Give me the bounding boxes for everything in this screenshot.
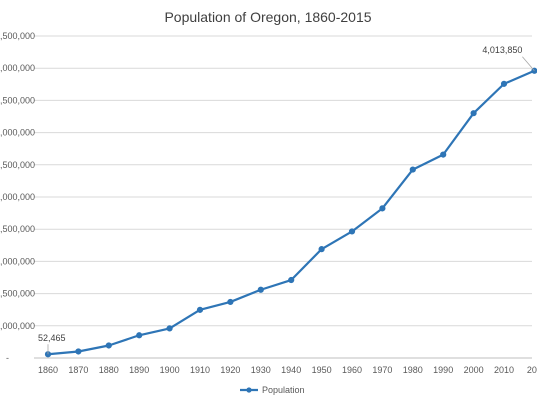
data-point bbox=[440, 151, 447, 158]
y-tick-label: ,000,000 bbox=[0, 128, 35, 138]
data-label: 52,465 bbox=[38, 333, 66, 343]
x-tick-label: 1880 bbox=[99, 365, 119, 375]
series-population bbox=[44, 67, 537, 358]
x-tick-label: 1940 bbox=[281, 365, 301, 375]
data-point bbox=[136, 332, 143, 339]
y-tick-label: ,000,000 bbox=[0, 192, 35, 202]
x-tick-label: 1860 bbox=[38, 365, 58, 375]
legend: Population bbox=[240, 385, 305, 395]
y-tick-label: ,500,000 bbox=[0, 95, 35, 105]
y-tick-label: ,500,000 bbox=[0, 160, 35, 170]
data-point bbox=[409, 166, 416, 173]
x-tick-label: 1970 bbox=[372, 365, 392, 375]
x-tick-label: 201 bbox=[527, 365, 537, 375]
data-point bbox=[348, 228, 356, 235]
x-tick-label: 1960 bbox=[342, 365, 362, 375]
data-point bbox=[288, 276, 295, 284]
callout-leader bbox=[522, 56, 535, 72]
data-labels: 52,465 4,013,850 bbox=[38, 45, 535, 355]
data-point bbox=[166, 325, 173, 332]
y-tick-label: ,500,000 bbox=[0, 31, 35, 41]
data-point bbox=[196, 306, 204, 313]
data-point bbox=[105, 342, 112, 349]
legend-swatch-marker bbox=[246, 387, 252, 393]
legend-label: Population bbox=[262, 385, 305, 395]
data-point bbox=[379, 205, 386, 212]
y-tick-label: ,500,000 bbox=[0, 289, 35, 299]
data-label: 4,013,850 bbox=[482, 45, 522, 55]
gridlines bbox=[34, 35, 532, 359]
data-point bbox=[75, 348, 82, 355]
y-tick-label: ,500,000 bbox=[0, 224, 35, 234]
y-tick-label: - bbox=[6, 353, 9, 363]
x-tick-label: 1900 bbox=[160, 365, 180, 375]
chart-title: Population of Oregon, 1860-2015 bbox=[164, 9, 371, 25]
y-tick-label: ,000,000 bbox=[0, 321, 35, 331]
x-tick-label: 1980 bbox=[403, 365, 423, 375]
x-tick-label: 1870 bbox=[68, 365, 88, 375]
x-tick-label: 1990 bbox=[433, 365, 453, 375]
x-tick-label: 1920 bbox=[220, 365, 240, 375]
data-point bbox=[227, 298, 234, 306]
x-tick-label: 1950 bbox=[312, 365, 332, 375]
data-point bbox=[257, 286, 264, 293]
data-point bbox=[470, 110, 477, 117]
x-tick-label: 1890 bbox=[129, 365, 149, 375]
data-point bbox=[318, 246, 325, 253]
x-axis-ticks: 1860 1870 1880 1890 1900 1910 1920 1930 1940 1950… bbox=[38, 365, 537, 375]
x-tick-label: 1930 bbox=[251, 365, 271, 375]
y-tick-label: ,000,000 bbox=[0, 256, 35, 266]
x-tick-label: 2010 bbox=[494, 365, 514, 375]
y-tick-label: ,000,000 bbox=[0, 63, 35, 73]
x-tick-label: 1910 bbox=[190, 365, 210, 375]
x-tick-label: 2000 bbox=[464, 365, 484, 375]
data-point bbox=[500, 80, 508, 87]
series-line bbox=[47, 69, 535, 356]
y-axis-ticks: - ,000,000 ,500,000 ,000,000 ,500,000 ,000,00… bbox=[0, 31, 35, 363]
